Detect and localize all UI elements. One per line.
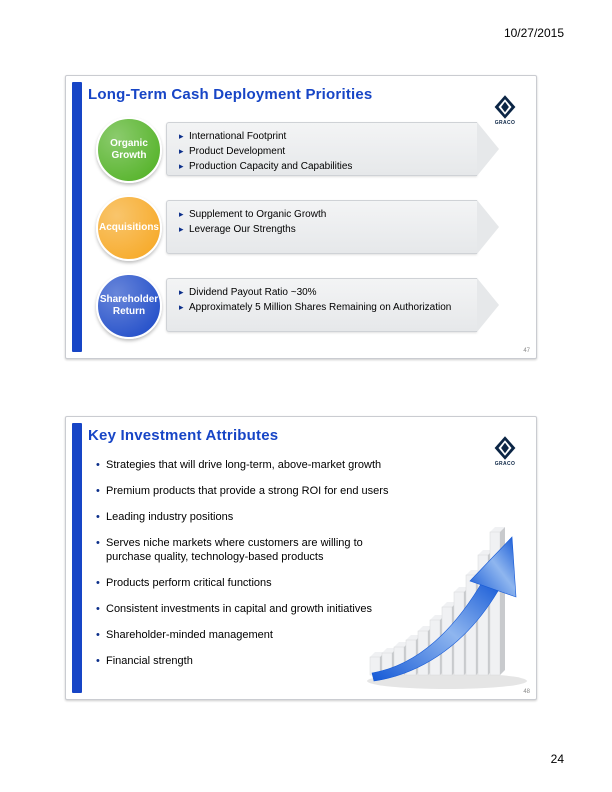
attribute-item: Strategies that will drive long-term, ab… — [96, 458, 396, 472]
priority-items: International FootprintProduct Developme… — [167, 123, 477, 180]
attribute-item: Shareholder-minded management — [96, 628, 396, 642]
slide-body: Long-Term Cash Deployment Priorities GRA… — [88, 86, 528, 350]
priority-items: Supplement to Organic GrowthLeverage Our… — [167, 201, 477, 243]
logo-icon — [492, 435, 518, 461]
handout-page: 10/27/2015 24 Long-Term Cash Deployment … — [0, 0, 612, 792]
logo-icon — [492, 94, 518, 120]
growth-chart — [352, 525, 532, 695]
accent-bar — [72, 82, 82, 352]
priority-item: Supplement to Organic Growth — [179, 207, 469, 222]
slide-cash-deployment: Long-Term Cash Deployment Priorities GRA… — [65, 75, 537, 359]
priority-item: Production Capacity and Capabilities — [179, 159, 469, 174]
slide-number: 47 — [523, 348, 530, 354]
priority-item: Leverage Our Strengths — [179, 222, 469, 237]
priority-arrow: Dividend Payout Ratio ~30%Approximately … — [166, 278, 477, 332]
attribute-item: Serves niche markets where customers are… — [96, 536, 396, 564]
print-date: 10/27/2015 — [504, 26, 564, 40]
slide-body: Key Investment Attributes GRACO Strategi… — [88, 427, 528, 691]
priority-item: Product Development — [179, 144, 469, 159]
attribute-item: Products perform critical functions — [96, 576, 396, 590]
slide-investment-attributes: Key Investment Attributes GRACO Strategi… — [65, 416, 537, 700]
attribute-list: Strategies that will drive long-term, ab… — [96, 458, 396, 668]
attribute-item: Financial strength — [96, 654, 396, 668]
page-number: 24 — [551, 752, 564, 766]
priority-ball: Acquisitions — [96, 195, 162, 261]
priority-item: Approximately 5 Million Shares Remaining… — [179, 300, 469, 315]
slide-title: Key Investment Attributes — [88, 427, 528, 444]
priority-item: Dividend Payout Ratio ~30% — [179, 285, 469, 300]
attribute-item: Consistent investments in capital and gr… — [96, 602, 396, 616]
slide-number: 48 — [523, 689, 530, 695]
accent-bar — [72, 423, 82, 693]
priority-arrow: Supplement to Organic GrowthLeverage Our… — [166, 200, 477, 254]
priority-items: Dividend Payout Ratio ~30%Approximately … — [167, 279, 477, 321]
growth-chart-svg — [352, 525, 532, 695]
attribute-item: Premium products that provide a strong R… — [96, 484, 396, 498]
brand-text: GRACO — [488, 461, 522, 467]
priority-arrow: International FootprintProduct Developme… — [166, 122, 477, 176]
slide-title: Long-Term Cash Deployment Priorities — [88, 86, 528, 103]
priority-item: International Footprint — [179, 129, 469, 144]
attribute-item: Leading industry positions — [96, 510, 396, 524]
priority-ball: OrganicGrowth — [96, 117, 162, 183]
priority-ball: ShareholderReturn — [96, 273, 162, 339]
brand-logo: GRACO — [488, 435, 522, 467]
